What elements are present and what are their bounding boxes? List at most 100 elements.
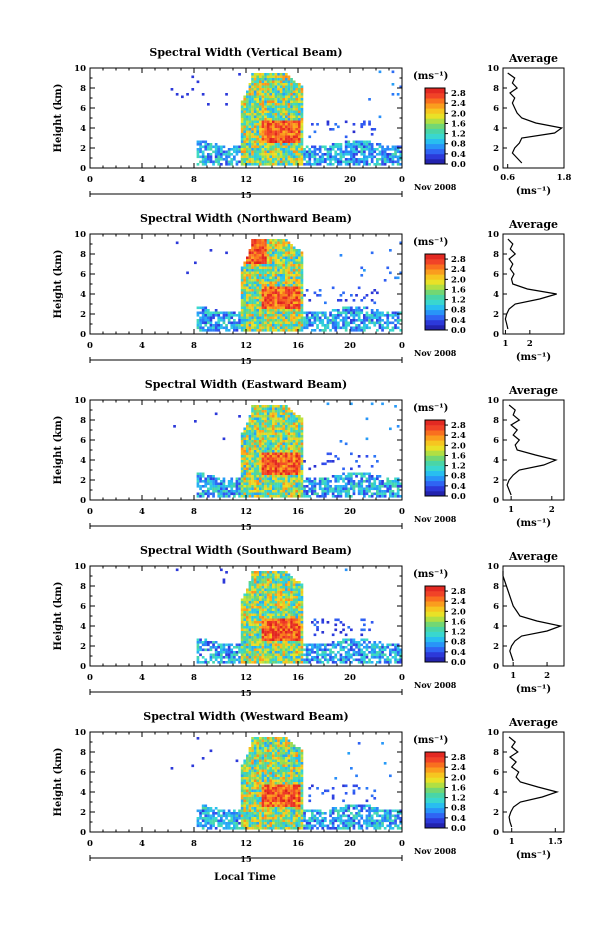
heatmap-cell: [264, 249, 267, 252]
heatmap-cell: [209, 319, 213, 322]
heatmap-cell: [282, 611, 286, 614]
heatmap-cell: [321, 324, 325, 327]
heatmap-cell: [277, 128, 280, 131]
heatmap-cell: [259, 470, 262, 473]
heatmap-cell: [295, 163, 299, 166]
heatmap-cell: [287, 631, 291, 634]
heatmap-cell: [316, 158, 319, 161]
heatmap-cell: [238, 495, 241, 498]
heatmap-cell: [266, 88, 270, 91]
heatmap-cell: [272, 415, 275, 418]
heatmap-cell: [287, 95, 291, 99]
heatmap-cell: [207, 309, 210, 312]
heatmap-cell: [290, 457, 293, 461]
heatmap-cell: [277, 422, 280, 426]
heatmap-cell: [264, 311, 267, 315]
heatmap-cell: [337, 311, 340, 315]
heatmap-cell: [282, 239, 286, 242]
heatmap-cell: [321, 314, 325, 317]
heatmap-cell: [256, 304, 260, 307]
heatmap-cell: [292, 274, 296, 277]
heatmap-cell: [277, 246, 280, 250]
heatmap-cell: [251, 140, 254, 144]
heatmap-cell: [287, 88, 291, 91]
heatmap-cell: [253, 148, 257, 151]
heatmap-cell: [316, 314, 319, 317]
heatmap-cell: [246, 611, 249, 614]
heatmap-cell: [243, 472, 247, 476]
heatmap-cell: [264, 289, 267, 292]
heatmap-cell: [261, 588, 265, 592]
heatmap-cell: [256, 412, 260, 416]
x-tick-label: 8: [191, 341, 197, 351]
x-tick-label: 0: [87, 507, 93, 517]
heatmap-cell: [357, 163, 361, 166]
heatmap-cell: [285, 462, 288, 466]
heatmap-cell: [355, 294, 358, 297]
heatmap-cell: [251, 616, 254, 619]
heatmap-cell: [259, 148, 262, 151]
heatmap-cell: [272, 105, 275, 109]
heatmap-cell: [329, 452, 332, 456]
heatmap-cell: [363, 148, 366, 151]
heatmap-cell: [220, 148, 223, 151]
heatmap-cell: [277, 271, 280, 275]
heatmap-cell: [272, 460, 275, 463]
heatmap-cell: [381, 480, 384, 483]
x-tick-label: 4: [139, 341, 145, 351]
heatmap-cell: [264, 415, 267, 418]
heatmap-cell: [269, 467, 273, 471]
heatmap-cell: [256, 437, 260, 441]
heatmap-cell: [347, 482, 351, 486]
heatmap-cell: [181, 95, 184, 99]
heatmap-cell: [292, 98, 296, 101]
heatmap-cell: [266, 75, 270, 79]
heatmap-cell: [259, 616, 262, 619]
heatmap-cell: [277, 153, 280, 156]
heatmap-cell: [261, 415, 265, 418]
heatmap-cell: [251, 326, 254, 330]
heatmap-cell: [259, 613, 262, 617]
heatmap-cell: [282, 145, 286, 149]
heatmap-cell: [326, 621, 330, 624]
heatmap-cell: [357, 324, 361, 327]
heatmap-cell: [298, 596, 301, 599]
heatmap-cell: [259, 100, 262, 104]
heatmap-cell: [298, 472, 301, 476]
heatmap-cell: [248, 309, 252, 312]
heatmap-cell: [207, 482, 210, 486]
heatmap-cell: [318, 643, 322, 647]
heatmap-cell: [261, 135, 265, 139]
heatmap-cell: [295, 591, 299, 594]
heatmap-cell: [290, 329, 293, 332]
heatmap-cell: [300, 422, 304, 426]
heatmap-cell: [266, 158, 270, 161]
heatmap-cell: [300, 633, 304, 637]
heatmap-cell: [279, 633, 283, 637]
heatmap-cell: [287, 85, 291, 89]
heatmap-cell: [386, 480, 390, 483]
heatmap-cell: [256, 603, 260, 607]
heatmap-cell: [256, 306, 260, 310]
heatmap-cell: [256, 460, 260, 463]
colorbar-tick-label: 2.4: [451, 265, 466, 275]
heatmap-cell: [240, 160, 244, 164]
heatmap-cell: [298, 623, 301, 627]
heatmap-cell: [256, 110, 260, 114]
heatmap-cell: [269, 259, 273, 262]
heatmap-cell: [285, 279, 288, 282]
heatmap-cell: [370, 133, 374, 136]
heatmap-cell: [264, 261, 267, 265]
heatmap-cell: [264, 603, 267, 607]
heatmap-cell: [298, 646, 301, 649]
heatmap-cell: [370, 319, 374, 322]
heatmap-cell: [269, 628, 273, 632]
heatmap-cell: [253, 460, 257, 463]
heatmap-cell: [209, 148, 213, 151]
heatmap-cell: [295, 581, 299, 584]
heatmap-cell: [269, 256, 273, 260]
colorbar-segment: [425, 289, 445, 295]
heatmap-cell: [248, 445, 252, 448]
heatmap-cell: [285, 417, 288, 421]
heatmap-cell: [295, 93, 299, 96]
